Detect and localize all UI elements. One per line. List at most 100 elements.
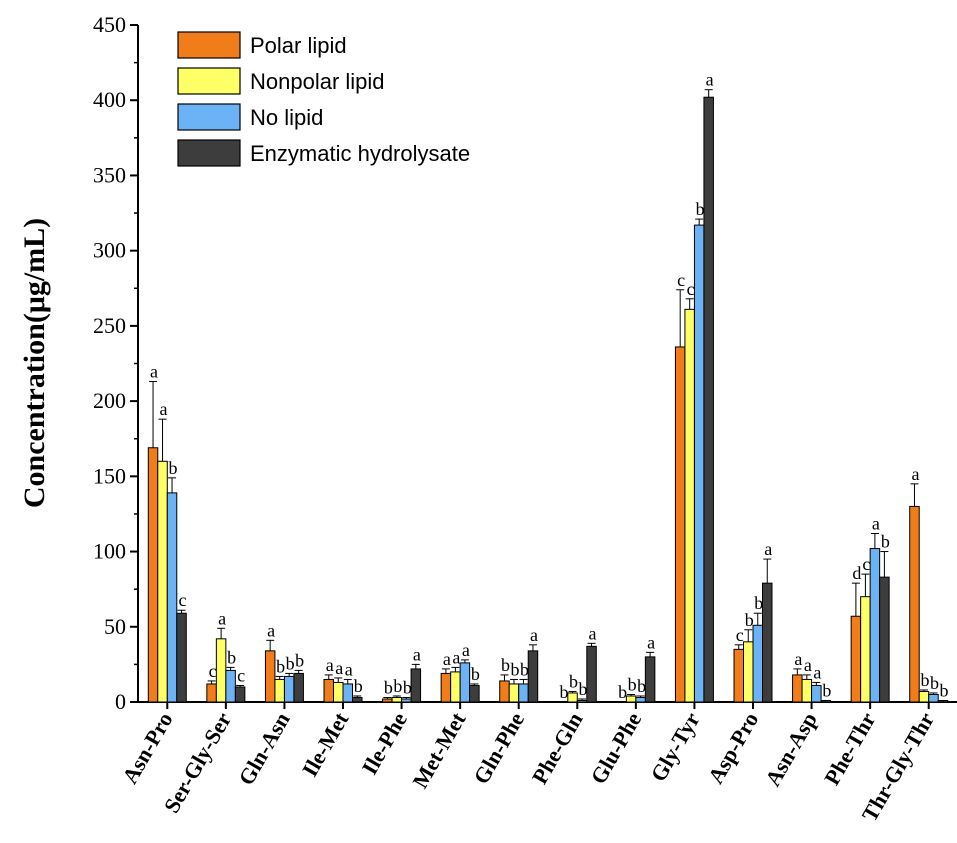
- y-tick-label: 350: [93, 162, 126, 187]
- x-tick-label: Gln-Phe: [468, 708, 529, 788]
- bar: [733, 648, 744, 703]
- y-tick-label: 0: [115, 689, 126, 714]
- bar: [293, 672, 304, 703]
- bar-group-item: a: [440, 649, 452, 703]
- bar-group-item: b: [635, 676, 646, 703]
- bar-group-item: b: [576, 679, 588, 703]
- bar-group-item: a: [703, 70, 714, 703]
- y-tick-label: 300: [93, 238, 126, 263]
- bar: [176, 612, 187, 703]
- significance-label: b: [227, 647, 236, 667]
- bar: [157, 460, 168, 703]
- bar: [264, 650, 276, 703]
- bar-group-item: b: [401, 677, 412, 703]
- legend: Polar lipid Nonpolar lipid No lipid Enzymat…: [177, 31, 470, 167]
- bar-group-item: b: [518, 659, 529, 703]
- bar: [391, 696, 403, 703]
- bar-group-item: b: [693, 199, 705, 703]
- bar-group-item: b: [937, 680, 949, 703]
- significance-label: a: [326, 655, 334, 675]
- bar-group-item: a: [410, 644, 422, 703]
- significance-label: a: [267, 620, 275, 640]
- legend-label: Polar lipid: [250, 33, 347, 58]
- bar: [928, 693, 939, 703]
- significance-label: b: [501, 655, 510, 675]
- significance-label: b: [286, 653, 295, 673]
- significance-label: b: [754, 593, 763, 613]
- significance-label: a: [764, 539, 772, 559]
- significance-label: a: [813, 662, 821, 682]
- significance-label: a: [647, 632, 655, 652]
- significance-label: c: [179, 590, 187, 610]
- bar: [576, 699, 588, 703]
- bar: [792, 674, 803, 703]
- significance-label: b: [295, 650, 304, 670]
- bar: [909, 505, 920, 703]
- legend-swatch: [177, 31, 241, 59]
- significance-label: b: [403, 677, 412, 697]
- x-tick-label: Asp-Pro: [703, 708, 764, 788]
- bar: [166, 492, 178, 703]
- x-tick-label: Ile-Phe: [357, 708, 412, 779]
- significance-label: c: [862, 554, 870, 574]
- bar-group-item: a: [323, 655, 334, 703]
- bar-group-item: a: [264, 620, 276, 703]
- significance-label: a: [150, 362, 158, 382]
- significance-label: b: [276, 656, 285, 676]
- bar: [625, 695, 637, 703]
- bar: [499, 680, 510, 703]
- bar: [352, 696, 363, 703]
- bar-group-item: b: [469, 664, 480, 703]
- bar-group-item: b: [508, 659, 520, 703]
- legend-item: Nonpolar lipid: [177, 67, 385, 95]
- bar: [674, 346, 686, 703]
- bar: [937, 699, 949, 703]
- significance-label: b: [637, 676, 646, 696]
- bar: [860, 596, 871, 703]
- bar: [342, 683, 353, 703]
- bar: [401, 698, 412, 703]
- significance-label: a: [452, 647, 460, 667]
- significance-label: a: [345, 659, 353, 679]
- bar: [762, 582, 773, 703]
- significance-label: a: [589, 623, 597, 643]
- bar: [440, 672, 452, 703]
- bar: [469, 684, 480, 703]
- legend-label: Enzymatic hydrolysate: [250, 141, 470, 166]
- bar: [508, 683, 520, 703]
- significance-label: a: [413, 644, 421, 664]
- x-tick-label: Glu-Phe: [585, 708, 646, 788]
- bar: [820, 699, 832, 703]
- bar: [323, 678, 334, 703]
- bar-group-item: b: [382, 677, 393, 703]
- bar-group-item: c: [234, 665, 246, 703]
- significance-label: c: [237, 665, 245, 685]
- bar: [879, 576, 890, 703]
- bar-group-item: b: [618, 682, 627, 702]
- bar-group-item: a: [527, 625, 539, 703]
- bar-group-item: b: [293, 650, 304, 703]
- bar: [382, 698, 393, 703]
- bar-group-item: b: [560, 682, 569, 702]
- significance-label: b: [881, 532, 890, 552]
- bar-group-item: a: [909, 464, 920, 703]
- bar-group-item: a: [811, 662, 822, 703]
- x-tick-label: Gln-Asn: [233, 708, 294, 789]
- bar-group-item: a: [459, 640, 471, 703]
- y-tick-label: 400: [93, 87, 126, 112]
- bar-group-item: b: [820, 680, 832, 703]
- x-tick-label: Gly-Tyr: [645, 708, 704, 786]
- bar: [234, 686, 246, 703]
- bar: [684, 308, 695, 703]
- significance-label: c: [736, 625, 744, 645]
- bar: [693, 224, 705, 703]
- significance-label: b: [471, 664, 480, 684]
- bar: [703, 96, 714, 703]
- significance-label: a: [872, 514, 880, 534]
- bar-group-item: c: [176, 590, 187, 703]
- significance-label: a: [218, 608, 226, 628]
- significance-label: b: [384, 677, 393, 697]
- bar: [850, 615, 862, 703]
